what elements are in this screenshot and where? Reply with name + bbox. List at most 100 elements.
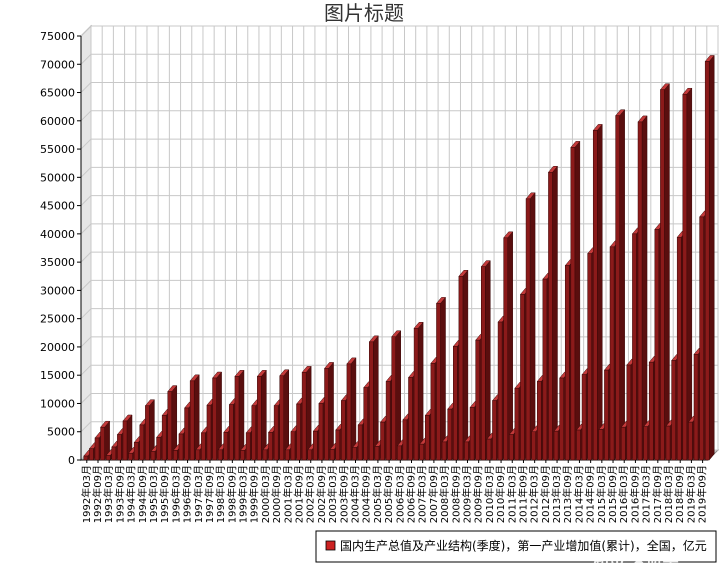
watermark: 知乎 @股市 xyxy=(593,557,679,576)
bar-front xyxy=(531,431,536,461)
bar-front xyxy=(604,369,609,461)
bar-front xyxy=(100,426,105,461)
bar-front xyxy=(346,363,352,461)
bar xyxy=(525,192,536,461)
bar xyxy=(659,83,670,461)
x-tick-label: 1997年09月 xyxy=(203,465,216,523)
gridline-side xyxy=(80,138,92,150)
bars xyxy=(83,54,715,461)
y-tick-label: 75000 xyxy=(40,30,75,43)
bar-front xyxy=(150,451,156,461)
y-tick-label: 15000 xyxy=(40,369,75,382)
bar xyxy=(323,361,335,461)
bar-front xyxy=(145,405,150,461)
y-tick-label: 70000 xyxy=(40,58,75,71)
bar-front xyxy=(128,452,133,461)
bar-front xyxy=(335,429,340,461)
x-tick-label: 2018年03月 xyxy=(662,465,675,523)
x-tick-label: 1998年09月 xyxy=(225,465,238,523)
bar-side xyxy=(440,296,446,461)
bar-side xyxy=(417,321,424,461)
gridline-side xyxy=(80,82,92,93)
bar-front xyxy=(111,446,117,461)
gridline-side xyxy=(80,393,92,404)
x-tick-label: 2019年03月 xyxy=(684,465,697,523)
bar-front xyxy=(475,339,480,461)
bar-front xyxy=(481,266,486,461)
y-axis: 0 5000 10000 15000 20000 25000 30000 35000 40000… xyxy=(40,30,708,467)
x-tick-label: 2017年03月 xyxy=(640,465,653,523)
bar xyxy=(279,369,290,461)
bar-side xyxy=(641,115,648,461)
bar-front xyxy=(133,442,139,461)
bar-front xyxy=(542,278,548,461)
gridline-side xyxy=(80,336,92,348)
x-tick-label: 1995年03月 xyxy=(147,465,160,523)
legend-label: 国内生产总值及产业结构(季度)，第一产业增加值(累计)，全国，亿元 xyxy=(340,538,707,553)
bar xyxy=(637,115,648,461)
bar-front xyxy=(548,171,553,461)
x-tick-label: 1996年03月 xyxy=(169,465,182,523)
x-tick-label: 2011年09月 xyxy=(516,465,529,523)
bar-front xyxy=(413,328,419,461)
x-tick-label: 2008年03月 xyxy=(438,465,451,523)
bar-front xyxy=(217,449,223,461)
bar xyxy=(212,371,223,461)
bar-side xyxy=(395,330,401,461)
bar-front xyxy=(296,403,301,461)
x-tick-label: 2001年03月 xyxy=(281,465,294,523)
legend-box xyxy=(315,530,717,563)
bar-front xyxy=(637,121,643,461)
x-tick-label: 2012年03月 xyxy=(528,465,541,523)
bar-side xyxy=(373,335,379,461)
bar-front xyxy=(419,443,424,461)
bar-front xyxy=(458,276,464,461)
bar-front xyxy=(363,387,368,461)
x-tick-label: 2015年03月 xyxy=(595,465,608,523)
bar xyxy=(480,259,491,461)
x-tick-label: 2005年09月 xyxy=(382,465,395,523)
bar-front xyxy=(425,415,430,461)
bar-front xyxy=(279,375,285,461)
bar-front xyxy=(671,360,676,461)
bar-front xyxy=(374,446,380,461)
x-tick-label: 1994年03月 xyxy=(125,465,138,523)
bar-front xyxy=(592,130,598,461)
gridline-side xyxy=(80,251,92,263)
bar-front xyxy=(648,361,654,461)
bar-front xyxy=(704,61,710,461)
bar-side xyxy=(552,165,558,461)
gridline-side xyxy=(80,280,92,291)
bar-front xyxy=(223,432,229,461)
bar-front xyxy=(83,455,89,461)
x-tick-label: 2013年03月 xyxy=(550,465,563,523)
bar xyxy=(592,123,603,461)
x-tick-label: 1992年09月 xyxy=(91,465,104,523)
gridline-side xyxy=(80,166,92,178)
bar-front xyxy=(139,424,145,461)
bar-front xyxy=(369,341,374,461)
bar-front xyxy=(229,404,234,461)
bar-side xyxy=(619,109,625,461)
x-tick-label: 2009年09月 xyxy=(472,465,485,523)
bar-front xyxy=(536,381,542,461)
x-tick-label: 2017年09月 xyxy=(651,465,664,523)
bar-front xyxy=(688,421,693,461)
x-tick-label: 2015年09月 xyxy=(606,465,619,523)
bar-side xyxy=(574,140,581,461)
bar-side xyxy=(485,259,491,461)
bar-front xyxy=(609,246,615,461)
y-tick-label: 65000 xyxy=(40,87,75,100)
y-tick-label: 25000 xyxy=(40,313,75,326)
bar-front xyxy=(626,364,632,461)
bar xyxy=(189,374,200,461)
bar-front xyxy=(285,449,290,461)
bar xyxy=(435,296,447,461)
x-tick-label: 2000年09月 xyxy=(270,465,283,523)
bar-front xyxy=(525,198,531,461)
bar-front xyxy=(559,377,564,461)
y-tick-label: 50000 xyxy=(40,171,75,184)
bar-front xyxy=(441,441,447,461)
y-tick-label: 35000 xyxy=(40,256,75,269)
